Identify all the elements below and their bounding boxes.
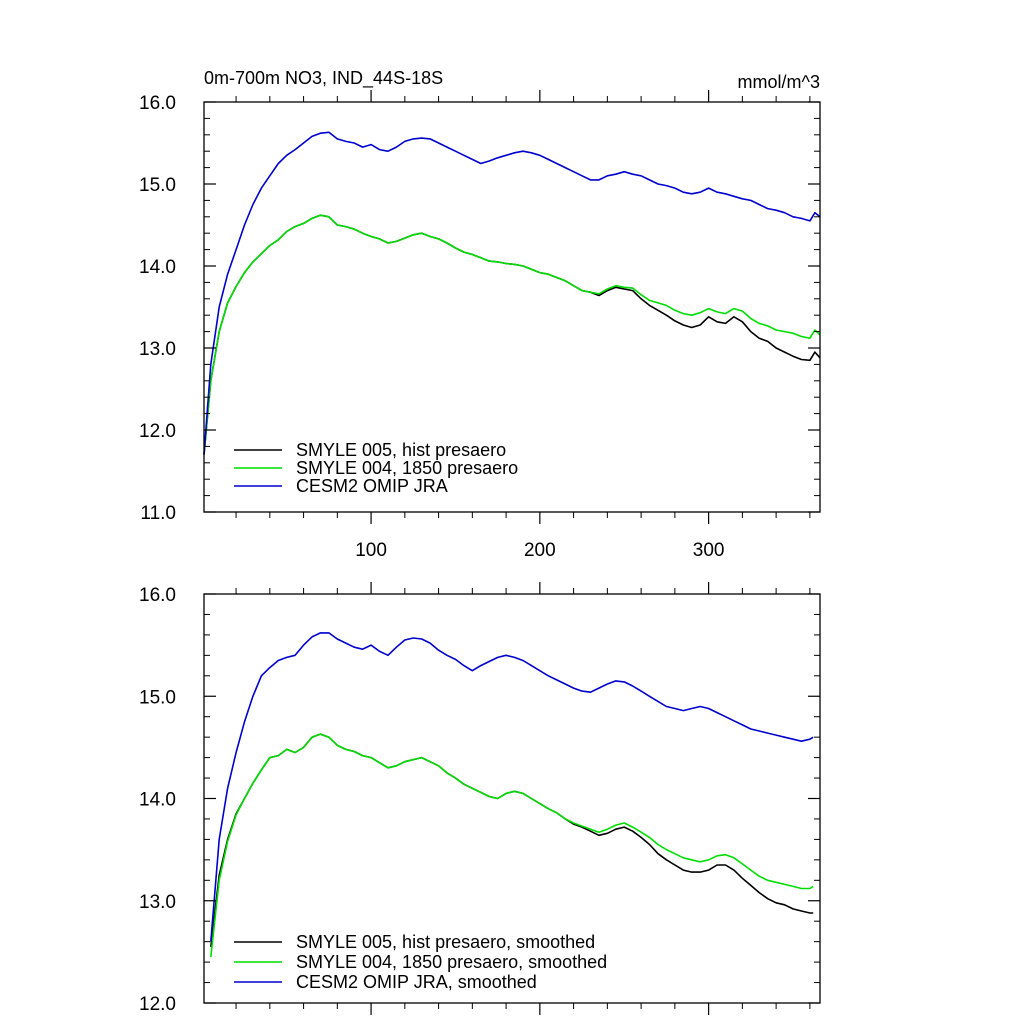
top-panel-title: 0m-700m NO3, IND_44S-18S xyxy=(204,68,443,89)
top-panel-units: mmol/m^3 xyxy=(738,72,820,92)
top-series-line-1 xyxy=(203,214,821,455)
bottom-y-tick-label: 14.0 xyxy=(139,790,176,811)
bottom-y-tick-label: 12.0 xyxy=(139,994,176,1015)
bottom-legend-label-0: SMYLE 005, hist presaero, smoothed xyxy=(296,932,595,952)
top-x-tick-label: 200 xyxy=(524,540,556,561)
top-x-tick-label: 300 xyxy=(693,540,725,561)
top-y-tick-label: 13.0 xyxy=(139,339,176,360)
bottom-y-tick-label: 15.0 xyxy=(139,687,176,708)
top-y-tick-label: 14.0 xyxy=(139,257,176,278)
bottom-series-line-1 xyxy=(210,733,814,958)
top-y-tick-label: 15.0 xyxy=(139,175,176,196)
bottom-legend-label-1: SMYLE 004, 1850 presaero, smoothed xyxy=(296,952,607,972)
top-legend-label-2: CESM2 OMIP JRA xyxy=(296,476,448,496)
bottom-y-tick-label: 13.0 xyxy=(139,892,176,913)
top-legend-label-1: SMYLE 004, 1850 presaero xyxy=(296,458,518,478)
bottom-panel: 12.0 13.0 14.0 15.0 16.0 SMYLE 005, hist pres… xyxy=(139,582,821,1015)
top-y-tick-label: 16.0 xyxy=(139,93,176,114)
top-y-tick-label: 11.0 xyxy=(140,503,176,524)
bottom-series-line-2 xyxy=(210,632,814,942)
top-plot-frame xyxy=(203,101,821,513)
top-y-tick-label: 12.0 xyxy=(139,421,176,442)
bottom-y-tick-label: 16.0 xyxy=(139,585,176,606)
top-panel: 0m-700m NO3, IND_44S-18S mmol/m^3 11.0 12… xyxy=(139,68,821,561)
top-series-line-2 xyxy=(203,131,821,455)
bottom-legend-label-2: CESM2 OMIP JRA, smoothed xyxy=(296,972,537,992)
top-legend-label-0: SMYLE 005, hist presaero xyxy=(296,440,506,460)
top-x-tick-label: 100 xyxy=(355,540,387,561)
